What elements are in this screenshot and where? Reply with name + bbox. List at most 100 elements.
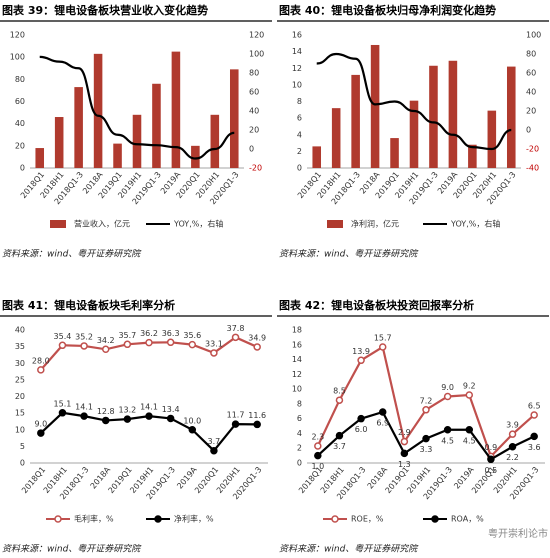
value-label: 3.9 [506,421,519,430]
value-label: 1.0 [311,462,324,471]
point [530,411,538,419]
value-label: 33.1 [205,339,223,348]
point [335,396,344,404]
y-tick-label: 0 [20,459,25,468]
point [508,442,517,451]
source: 资料来源：wind、粤开证券研究院 [2,544,142,555]
y-tick-label: 0 [20,164,25,173]
point [378,408,387,416]
legend-label: 毛利率，% [74,514,114,524]
value-label: 9.0 [441,383,454,392]
source: 资料来源：wind、粤开证券研究院 [2,249,142,260]
y2-tick-label: 120 [249,31,264,40]
value-label: 7.2 [420,396,433,405]
bar [312,146,322,168]
value-label: 2.2 [506,453,519,462]
point [166,414,175,423]
y2-tick-label: -20 [526,145,539,154]
bar [191,145,200,168]
bar [370,44,380,168]
value-label: 15.1 [54,399,72,408]
value-label: 36.2 [140,329,158,338]
legend-label: 营业收入，亿元 [74,219,130,229]
y2-tick-label: -20 [249,164,262,173]
value-label: 6.9 [376,419,389,428]
value-label: 2.3 [311,433,324,442]
chart-title: 图表 40：锂电设备板块归母净利润变化趋势 [279,3,496,17]
point [465,391,474,399]
point [123,340,132,349]
point [253,420,261,429]
value-label: 14.1 [75,403,93,412]
y-tick-label: 30 [15,359,25,368]
legend-label: ROA，% [451,515,484,524]
y2-tick-label: 20 [249,126,259,135]
point [80,342,88,350]
source: 资料来源：wind、粤开证券研究院 [279,544,419,555]
value-label: 9.2 [463,382,476,391]
point [166,338,175,347]
y-tick-label: 5 [20,442,25,451]
y2-tick-label: 0 [249,145,254,154]
y-tick-label: 10 [292,385,302,394]
chart-title: 图表 41：锂电设备板块毛利率分析 [2,298,175,312]
point [231,333,240,342]
point [357,414,365,423]
bar [171,51,181,168]
value-label: 3.7 [333,442,346,451]
y-tick-label: 80 [15,75,25,84]
point [314,451,322,460]
legend-marker [431,515,439,523]
bar [93,53,103,168]
y-tick-label: 14 [292,47,302,56]
y-tick-label: 100 [10,53,25,62]
y-tick-label: 4 [297,429,302,438]
point [253,343,261,351]
legend-marker [331,515,339,523]
series-line [39,55,235,160]
value-label: 34.9 [248,333,266,342]
bar [351,74,360,168]
legend-label: YOY,%，右轴 [450,219,500,229]
y2-tick-label: 60 [526,69,536,78]
y-tick-label: 20 [15,392,25,401]
bar [229,69,239,168]
point [210,349,218,357]
y2-tick-label: 80 [526,50,536,59]
value-label: 35.6 [183,331,201,340]
bar [506,66,516,168]
point [101,416,110,425]
value-label: 11.6 [248,411,266,420]
point [231,420,240,428]
value-label: 35.7 [118,331,136,340]
point [443,426,452,434]
y2-tick-label: -40 [526,164,539,173]
y-tick-label: 15 [15,409,25,418]
point [465,426,474,434]
value-label: 28.0 [32,356,50,365]
legend-marker [54,515,62,523]
point [378,343,387,351]
y-tick-label: 120 [10,31,25,40]
value-label: 12.8 [97,407,115,416]
point [58,341,67,350]
y-tick-label: 2 [297,444,302,453]
point [400,437,409,446]
y2-tick-label: 20 [526,107,536,116]
point [487,455,495,464]
y-tick-label: 40 [15,326,25,335]
chart-title: 图表 42：锂电设备板块投资回报率分析 [279,298,474,312]
y-tick-label: 4 [297,130,302,139]
y2-tick-label: 40 [526,88,536,97]
point [188,340,197,349]
y-tick-label: 25 [15,375,25,384]
bar [113,143,122,168]
point [101,345,110,354]
y-tick-label: 60 [15,97,25,106]
y-tick-label: 10 [292,80,302,89]
bar [468,144,477,168]
y-tick-label: 8 [297,399,302,408]
value-label: 4.5 [441,436,454,445]
y-tick-label: 6 [297,414,302,423]
bar [448,60,458,168]
